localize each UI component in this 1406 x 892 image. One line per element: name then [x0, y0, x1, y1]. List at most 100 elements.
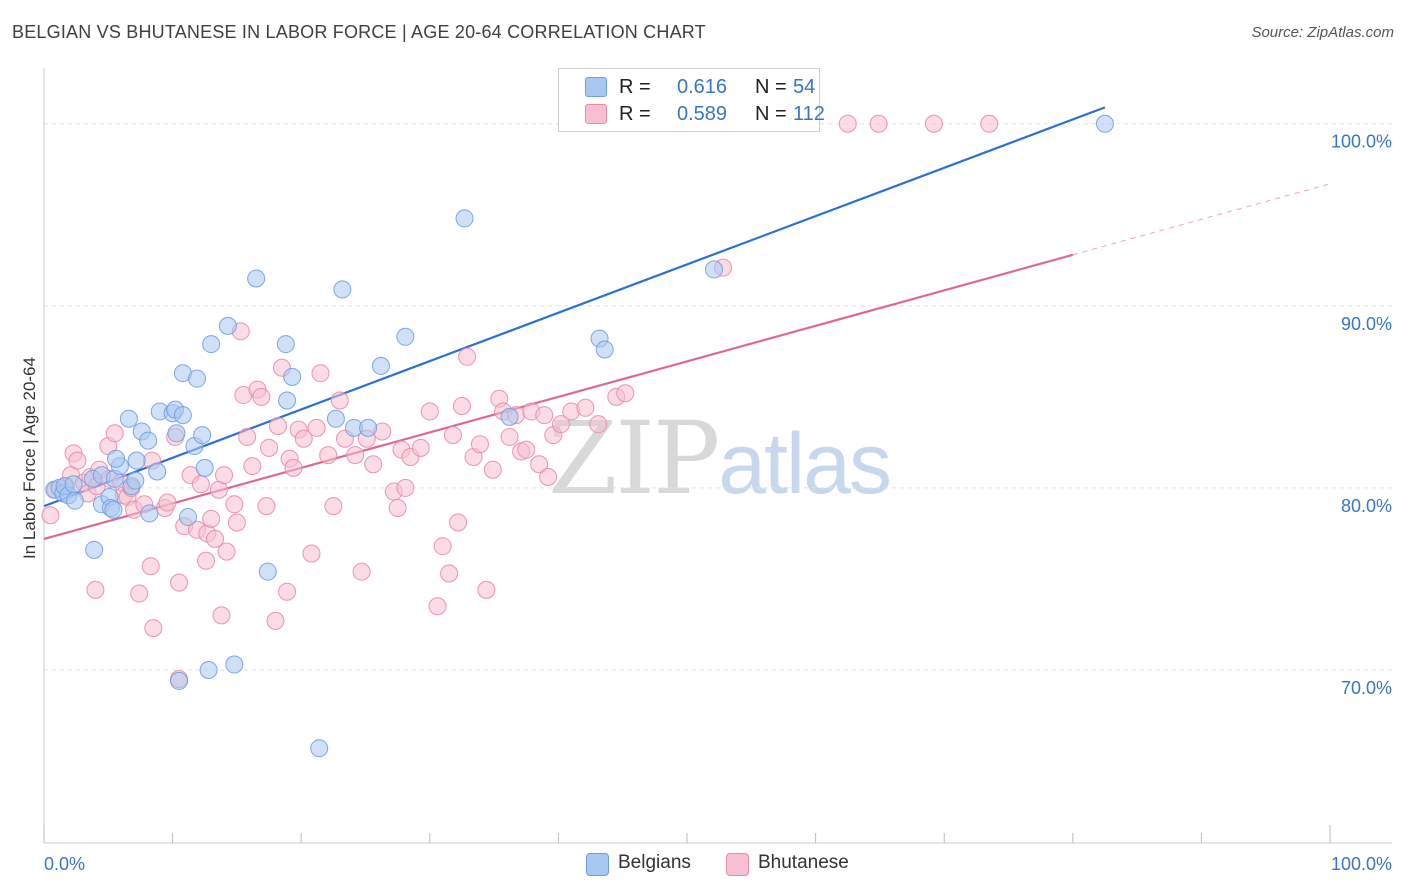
bhutanese-point — [206, 529, 225, 548]
trend-lines — [43, 106, 1331, 540]
bhutanese-point — [980, 114, 999, 133]
belgian-point — [119, 409, 138, 428]
bhutanese-point — [212, 606, 231, 625]
belgian-point — [278, 391, 297, 410]
bhutanese-point — [311, 364, 330, 383]
belgian-point — [104, 500, 123, 519]
belgian-point — [195, 458, 214, 477]
bhutanese-point — [86, 580, 105, 599]
bhutanese-point — [924, 114, 943, 133]
watermark-atlas: atlas — [718, 416, 892, 512]
belgian-point — [85, 540, 104, 559]
bhutanese-point — [215, 466, 234, 485]
bhutanese-point — [411, 438, 430, 457]
belgian-point — [170, 671, 189, 690]
belgian-point — [258, 562, 277, 581]
axes — [43, 68, 1392, 844]
bhutanese-point — [144, 619, 163, 638]
bhutanese-point — [551, 415, 570, 434]
r-label: R = — [619, 103, 651, 125]
bhutanese-point — [41, 506, 60, 525]
bhutanese-point — [869, 114, 888, 133]
y-tick-label: 100.0% — [1331, 132, 1392, 152]
bhutanese-point — [130, 584, 149, 603]
bhutanese-point — [324, 497, 343, 516]
belgian-point — [310, 739, 329, 758]
belgian-point — [167, 424, 186, 443]
bhutanese-point — [433, 537, 452, 556]
belgians-trend-line — [43, 106, 1106, 508]
belgian-point — [193, 426, 212, 445]
belgian-point — [595, 340, 614, 359]
bhutanese-point — [243, 457, 262, 476]
bhutanese-r-value: 0.589 — [677, 103, 728, 125]
y-axis-label: In Labor Force | Age 20-64 — [20, 357, 39, 559]
bhutanese-point — [539, 467, 558, 486]
bhutanese-point — [227, 513, 246, 532]
belgian-point — [326, 409, 345, 428]
bhutanese-point — [449, 513, 468, 532]
bhutanese-point — [330, 391, 349, 410]
belgian-point — [371, 356, 390, 375]
belgian-point — [396, 327, 415, 346]
bhutanese-trend-extension — [1072, 183, 1331, 256]
bhutanese-legend-swatch — [726, 853, 749, 876]
tick-labels: 70.0% 80.0% 90.0% 100.0% 0.0% 100.0% — [44, 132, 1392, 874]
bhutanese-point — [530, 455, 549, 474]
chart-title: BELGIAN VS BHUTANESE IN LABOR FORCE | AG… — [12, 22, 706, 42]
bhutanese-point — [266, 611, 285, 630]
y-tick-label: 70.0% — [1341, 678, 1392, 698]
bhutanese-point — [269, 417, 288, 436]
belgian-point — [218, 316, 237, 335]
belgian-point — [455, 209, 474, 228]
x-tick-label: 0.0% — [44, 854, 85, 874]
bhutanese-point — [388, 498, 407, 517]
bhutanese-point — [225, 495, 244, 514]
watermark: ZIPatlas — [548, 400, 892, 517]
x-tick-label: 100.0% — [1331, 854, 1392, 874]
bhutanese-point — [440, 564, 459, 583]
belgian-point — [225, 655, 244, 674]
watermark-zip: ZIP — [548, 400, 720, 517]
belgian-point — [1095, 114, 1114, 133]
bhutanese-point — [141, 557, 160, 576]
bhutanese-point — [346, 446, 365, 465]
bhutanese-point — [294, 429, 313, 448]
bhutanese-point — [443, 426, 462, 445]
bhutanese-point — [364, 455, 383, 474]
belgians-n-value: 54 — [793, 76, 816, 98]
belgian-point — [333, 280, 352, 299]
bhutanese-point — [105, 424, 124, 443]
bhutanese-point — [319, 446, 338, 465]
bhutanese-point — [838, 114, 857, 133]
belgian-point — [247, 269, 266, 288]
belgian-point — [65, 491, 84, 510]
bhutanese-point — [217, 542, 236, 561]
belgian-point — [140, 504, 159, 523]
belgians-swatch — [585, 77, 607, 97]
bhutanese-point — [252, 387, 271, 406]
belgian-point — [139, 431, 158, 450]
bhutanese-point — [470, 435, 489, 454]
bhutanese-point — [302, 544, 321, 563]
bhutanese-point — [535, 406, 554, 425]
bhutanese-point — [191, 475, 210, 494]
belgian-point — [148, 462, 167, 481]
belgian-point — [173, 406, 192, 425]
n-label: N = — [755, 103, 787, 125]
bhutanese-point — [238, 427, 257, 446]
bhutanese-point — [202, 509, 221, 528]
bhutanese-point — [576, 398, 595, 417]
belgian-point — [188, 369, 207, 388]
belgian-point — [500, 407, 519, 426]
bhutanese-trend-line — [43, 253, 1074, 540]
n-label: N = — [755, 76, 787, 98]
y-tick-label: 80.0% — [1341, 496, 1392, 516]
y-tick-label: 90.0% — [1341, 314, 1392, 334]
belgian-point — [179, 508, 198, 527]
bhutanese-point — [616, 384, 635, 403]
bhutanese-point — [158, 493, 177, 512]
belgians-legend-swatch — [586, 853, 609, 876]
belgian-point — [199, 661, 218, 680]
